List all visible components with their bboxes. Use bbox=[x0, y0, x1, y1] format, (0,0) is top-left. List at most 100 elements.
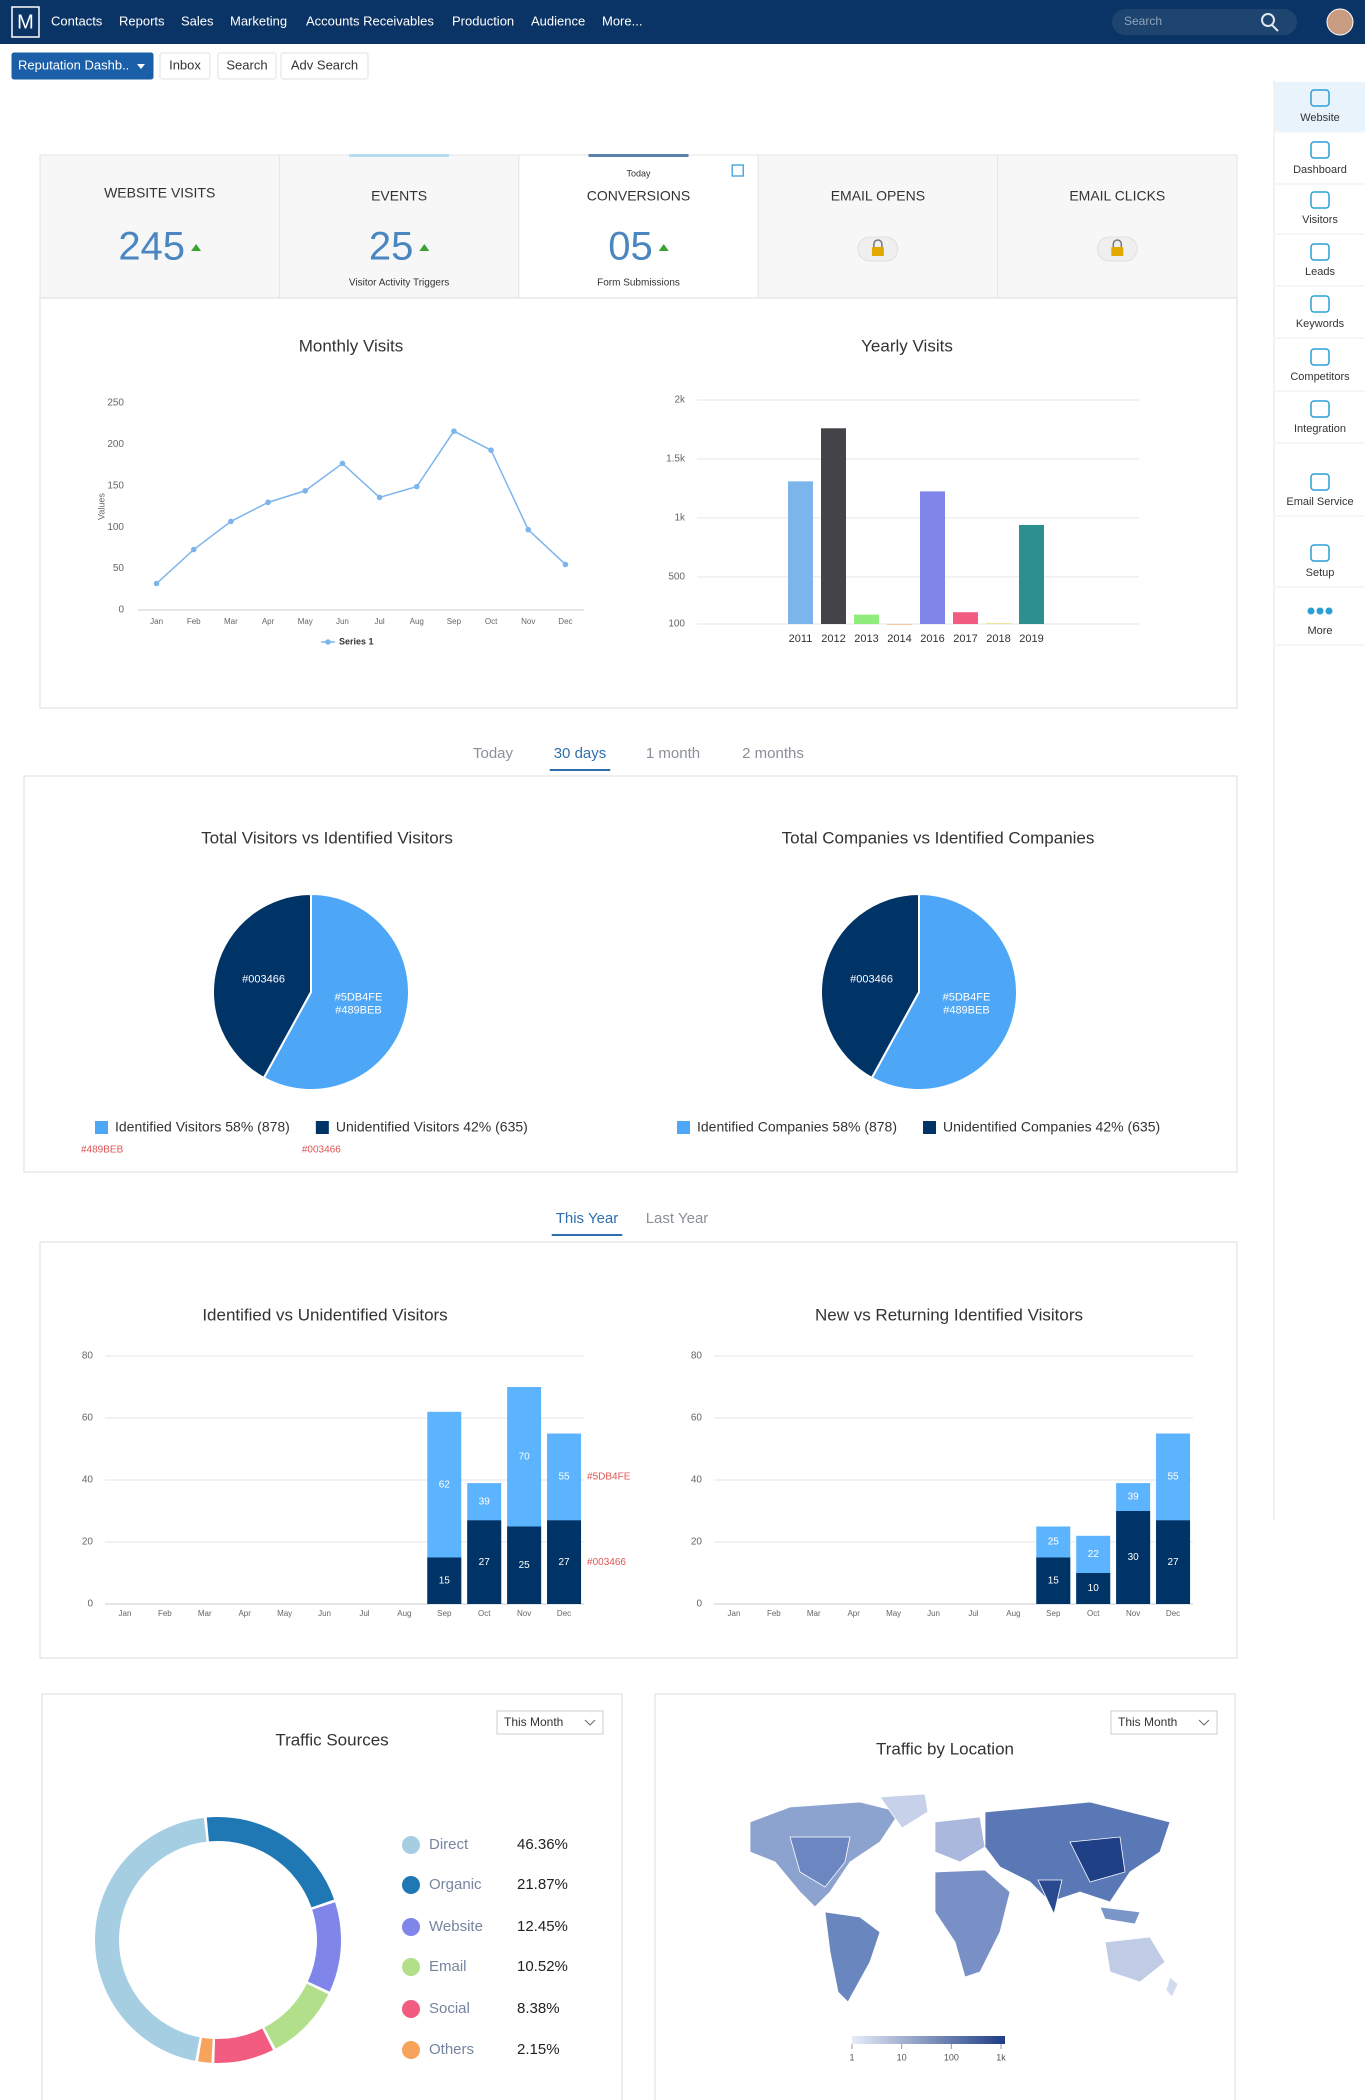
data-label: 55 bbox=[1167, 1472, 1179, 1483]
x-tick-label: Jan bbox=[119, 1609, 132, 1618]
sidebar-item[interactable]: Email Service bbox=[1286, 496, 1353, 508]
bar bbox=[920, 491, 945, 624]
chart-title: Traffic by Location bbox=[876, 1739, 1014, 1758]
legend-label: Unidentified Visitors 42% (635) bbox=[336, 1119, 528, 1135]
y-tick-label: 250 bbox=[107, 398, 124, 409]
sidebar-item[interactable]: More bbox=[1307, 625, 1332, 637]
region bbox=[1069, 1836, 1126, 1883]
y-tick-label: 0 bbox=[118, 605, 124, 616]
kpi-card[interactable] bbox=[278, 154, 520, 299]
nav-item[interactable]: Contacts bbox=[51, 13, 103, 28]
nav-item[interactable]: Production bbox=[452, 13, 514, 28]
dropdown[interactable] bbox=[496, 1710, 604, 1735]
y-tick-label: 1k bbox=[674, 513, 686, 524]
tab[interactable]: 1 month bbox=[646, 745, 700, 762]
search-box[interactable] bbox=[1112, 9, 1297, 35]
x-tick-label: 2018 bbox=[986, 633, 1010, 645]
x-tick-label: Aug bbox=[1006, 1609, 1020, 1618]
legend-value: 46.36% bbox=[517, 1836, 568, 1853]
marker bbox=[525, 526, 532, 533]
color-bar bbox=[852, 2036, 1005, 2044]
nav-item[interactable]: Marketing bbox=[230, 13, 287, 28]
sidebar-item[interactable]: Dashboard bbox=[1293, 164, 1347, 176]
bar bbox=[821, 428, 846, 624]
kpi-card[interactable] bbox=[997, 154, 1238, 299]
bar bbox=[1036, 1557, 1071, 1604]
sidebar-item[interactable]: Integration bbox=[1294, 423, 1346, 435]
dropdown-label: This Month bbox=[504, 1715, 563, 1729]
sidebar-item[interactable]: Competitors bbox=[1290, 371, 1350, 383]
nav-item[interactable]: Audience bbox=[531, 13, 585, 28]
sidebar-icon bbox=[1310, 191, 1330, 209]
x-tick-label: Dec bbox=[558, 617, 572, 626]
x-tick-label: Apr bbox=[262, 617, 275, 626]
y-tick-label: 150 bbox=[107, 480, 124, 491]
sidebar-icon bbox=[1325, 607, 1333, 615]
sidebar-item[interactable]: Setup bbox=[1306, 567, 1335, 579]
y-tick-label: 0 bbox=[696, 1599, 702, 1610]
sidebar-item[interactable]: Website bbox=[1300, 112, 1340, 124]
x-tick-label: Oct bbox=[1087, 1609, 1100, 1618]
toolbar-button[interactable] bbox=[217, 52, 277, 80]
avatar[interactable] bbox=[1326, 8, 1354, 36]
nav-item[interactable]: Reports bbox=[119, 13, 165, 28]
x-tick-label: Jun bbox=[318, 1609, 331, 1618]
region bbox=[789, 1836, 851, 1888]
marker bbox=[413, 483, 420, 490]
pie-slice bbox=[211, 892, 312, 1080]
color-bar-label: 1k bbox=[996, 2052, 1006, 2062]
kpi-value: 25 bbox=[369, 225, 414, 269]
data-label: 39 bbox=[1128, 1492, 1140, 1503]
x-tick-label: 2013 bbox=[854, 633, 878, 645]
sidebar-item[interactable]: Keywords bbox=[1296, 318, 1345, 330]
slice-label: #489BEB bbox=[335, 1005, 381, 1017]
sidebar-icon bbox=[1310, 295, 1330, 313]
legend-value: 12.45% bbox=[517, 1918, 568, 1935]
annotation: #489BEB bbox=[81, 1145, 124, 1156]
sidebar-icon bbox=[1310, 348, 1330, 366]
sidebar-item[interactable]: Visitors bbox=[1302, 214, 1338, 226]
search-icon bbox=[1261, 13, 1275, 27]
bar bbox=[507, 1526, 542, 1604]
nav-item[interactable]: Accounts Receivables bbox=[306, 13, 434, 28]
toolbar-button[interactable] bbox=[280, 52, 369, 80]
nav-item[interactable]: Sales bbox=[181, 13, 214, 28]
donut-segment bbox=[264, 1983, 329, 2049]
sidebar-icon bbox=[1310, 473, 1330, 491]
data-label: 62 bbox=[439, 1479, 451, 1490]
x-tick-label: Aug bbox=[397, 1609, 411, 1618]
tab[interactable]: 30 days bbox=[554, 745, 607, 762]
bar bbox=[1156, 1520, 1191, 1604]
y-tick-label: 80 bbox=[691, 1351, 703, 1362]
marker bbox=[228, 518, 234, 525]
region bbox=[934, 1816, 986, 1863]
sidebar-item[interactable]: Leads bbox=[1305, 266, 1335, 278]
tab[interactable]: Last Year bbox=[646, 1210, 709, 1227]
tab[interactable]: 2 months bbox=[742, 745, 804, 762]
kpi-card[interactable] bbox=[757, 154, 999, 299]
legend-label: Organic bbox=[429, 1876, 482, 1893]
legend-label: Website bbox=[429, 1918, 483, 1935]
toolbar-button[interactable] bbox=[159, 52, 211, 80]
panel bbox=[39, 1241, 1238, 1659]
nav-item[interactable]: More... bbox=[602, 13, 642, 28]
x-tick-label: 2016 bbox=[920, 633, 944, 645]
y-tick-label: 60 bbox=[691, 1413, 703, 1424]
x-tick-label: Feb bbox=[187, 617, 201, 626]
lock-body bbox=[1111, 247, 1124, 256]
marker bbox=[302, 487, 309, 494]
lock-body bbox=[871, 247, 884, 256]
x-tick-label: Nov bbox=[1126, 1609, 1140, 1618]
kpi-card[interactable] bbox=[518, 154, 759, 299]
y-tick-label: 2k bbox=[674, 395, 686, 406]
dropdown[interactable] bbox=[1110, 1710, 1218, 1735]
legend-value: 2.15% bbox=[517, 2041, 560, 2058]
tab[interactable]: This Year bbox=[556, 1210, 619, 1227]
toolbar-button[interactable] bbox=[11, 52, 154, 80]
legend-swatch bbox=[677, 1121, 690, 1134]
x-tick-label: Jul bbox=[374, 617, 384, 626]
tab[interactable]: Today bbox=[473, 745, 514, 762]
kpi-card[interactable] bbox=[39, 154, 280, 299]
legend-value: 8.38% bbox=[517, 2000, 560, 2017]
